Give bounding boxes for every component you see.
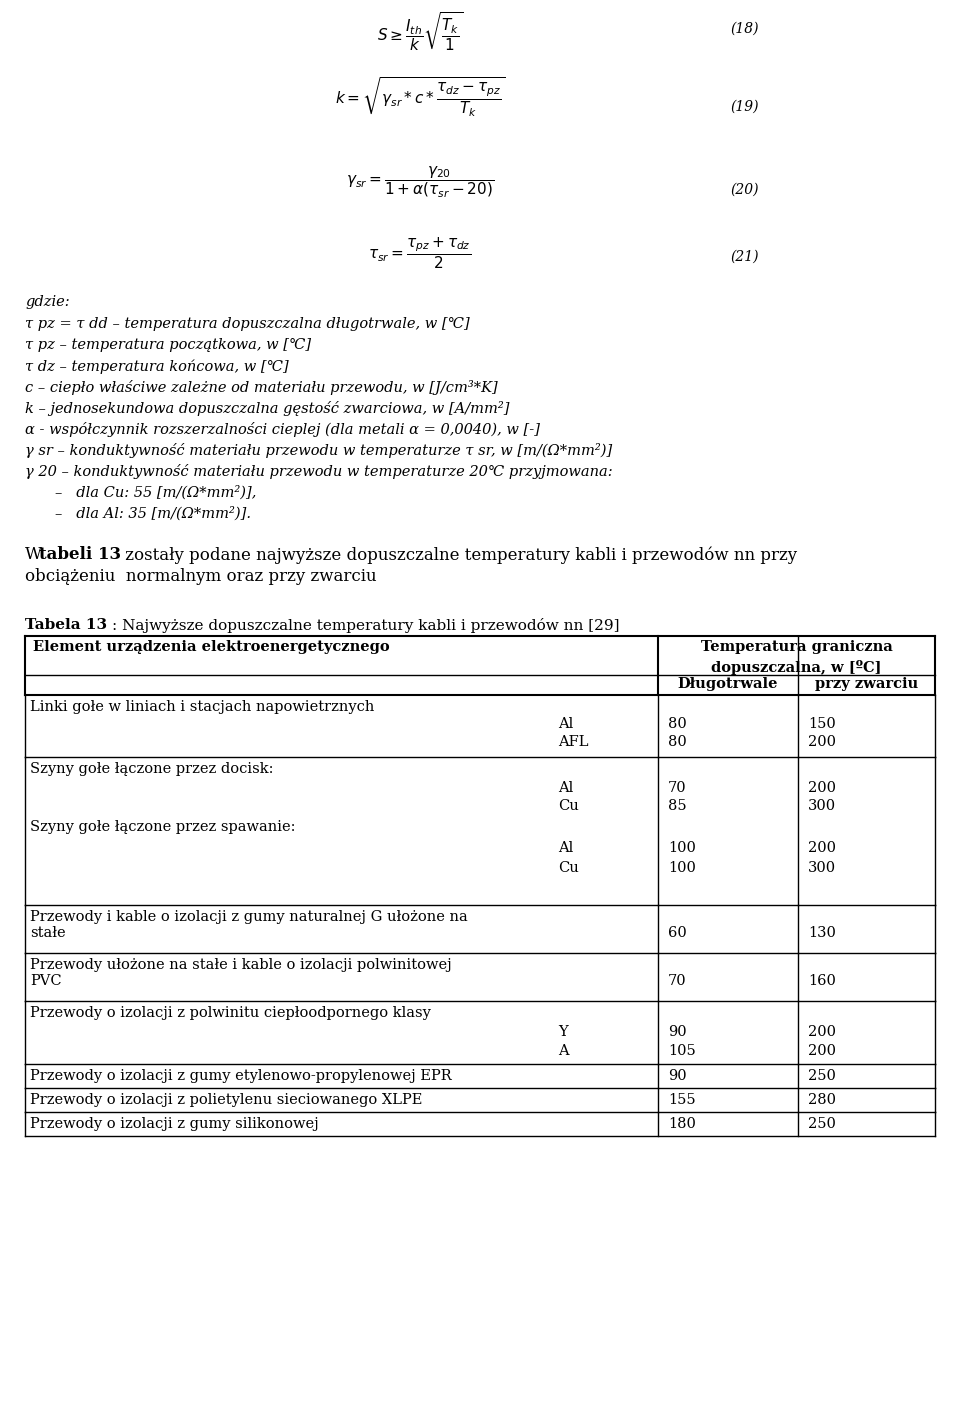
Text: (19): (19) [730,100,758,114]
Text: Linki gołe w liniach i stacjach napowietrznych: Linki gołe w liniach i stacjach napowiet… [30,700,374,714]
Text: 300: 300 [808,800,836,813]
Text: 200: 200 [808,1044,836,1058]
Text: Długotrwale: Długotrwale [678,677,779,691]
Text: Szyny gołe łączone przez docisk:: Szyny gołe łączone przez docisk: [30,763,274,775]
Text: 150: 150 [808,717,836,731]
Text: (18): (18) [730,21,758,36]
Text: Y: Y [558,1025,567,1040]
Text: zostały podane najwyższe dopuszczalne temperatury kabli i przewodów nn przy: zostały podane najwyższe dopuszczalne te… [120,545,797,564]
Text: γ 20 – konduktywność materiału przewodu w temperaturze 20℃ przyjmowana:: γ 20 – konduktywność materiału przewodu … [25,464,612,478]
Text: 200: 200 [808,781,836,795]
Text: 130: 130 [808,925,836,940]
Text: $S \geq \dfrac{I_{th}}{k}\sqrt{\dfrac{T_k}{1}}$: $S \geq \dfrac{I_{th}}{k}\sqrt{\dfrac{T_… [377,10,463,53]
Text: 300: 300 [808,861,836,875]
Text: Przewody o izolacji z gumy etylenowo-propylenowej EPR: Przewody o izolacji z gumy etylenowo-pro… [30,1070,451,1082]
Text: $\gamma_{sr} = \dfrac{\gamma_{20}}{1+\alpha(\tau_{sr}-20)}$: $\gamma_{sr} = \dfrac{\gamma_{20}}{1+\al… [346,166,494,200]
Text: 80: 80 [668,717,686,731]
Text: Cu: Cu [558,861,579,875]
Text: $k = \sqrt{\gamma_{sr}*c*\dfrac{\tau_{dz}-\tau_{pz}}{T_k}}$: $k = \sqrt{\gamma_{sr}*c*\dfrac{\tau_{dz… [335,76,505,119]
Text: k – jednosekundowa dopuszczalna gęstość zwarciowa, w [A/mm²]: k – jednosekundowa dopuszczalna gęstość … [25,401,510,416]
Text: α - współczynnik rozszerzalności cieplej (dla metali α = 0,0040), w [-]: α - współczynnik rozszerzalności cieplej… [25,423,540,437]
Text: 250: 250 [808,1117,836,1131]
Text: 180: 180 [668,1117,696,1131]
Text: τ pz – temperatura początkowa, w [℃]: τ pz – temperatura początkowa, w [℃] [25,338,311,353]
Text: Element urządzenia elektroenergetycznego: Element urządzenia elektroenergetycznego [33,640,390,654]
Text: Al: Al [558,841,573,855]
Text: 85: 85 [668,800,686,813]
Text: tabeli 13: tabeli 13 [39,545,121,563]
Text: Cu: Cu [558,800,579,813]
Text: obciążeniu  normalnym oraz przy zwarciu: obciążeniu normalnym oraz przy zwarciu [25,568,376,585]
Text: gdzie:: gdzie: [25,296,70,308]
Text: A: A [558,1044,568,1058]
Text: 60: 60 [668,925,686,940]
Text: Przewody o izolacji z gumy silikonowej: Przewody o izolacji z gumy silikonowej [30,1117,319,1131]
Text: dopuszczalna, w [ºC]: dopuszczalna, w [ºC] [711,660,881,675]
Text: –   dla Al: 35 [m/(Ω*mm²)].: – dla Al: 35 [m/(Ω*mm²)]. [55,506,251,520]
Text: Temperatura graniczna: Temperatura graniczna [701,640,893,654]
Text: Przewody o izolacji z polietylenu sieciowanego XLPE: Przewody o izolacji z polietylenu siecio… [30,1092,422,1107]
Text: 100: 100 [668,841,696,855]
Text: c – ciepło właściwe zależne od materiału przewodu, w [J/cm³*K]: c – ciepło właściwe zależne od materiału… [25,380,497,396]
Text: 155: 155 [668,1092,696,1107]
Text: 105: 105 [668,1044,696,1058]
Text: –   dla Cu: 55 [m/(Ω*mm²)],: – dla Cu: 55 [m/(Ω*mm²)], [55,486,256,500]
Text: 250: 250 [808,1070,836,1082]
Text: Przewody i kable o izolacji z gumy naturalnej G ułożone na: Przewody i kable o izolacji z gumy natur… [30,910,468,924]
Text: $\tau_{sr} = \dfrac{\tau_{pz}+\tau_{dz}}{2}$: $\tau_{sr} = \dfrac{\tau_{pz}+\tau_{dz}}… [369,236,471,270]
Text: τ dz – temperatura końcowa, w [℃]: τ dz – temperatura końcowa, w [℃] [25,358,289,374]
Text: 280: 280 [808,1092,836,1107]
Text: 90: 90 [668,1025,686,1040]
Text: przy zwarciu: przy zwarciu [815,677,918,691]
Text: 200: 200 [808,735,836,750]
Text: 90: 90 [668,1070,686,1082]
Text: : Najwyższe dopuszczalne temperatury kabli i przewodów nn [29]: : Najwyższe dopuszczalne temperatury kab… [112,618,619,633]
Text: 70: 70 [668,974,686,988]
Text: γ sr – konduktywność materiału przewodu w temperaturze τ sr, w [m/(Ω*mm²)]: γ sr – konduktywność materiału przewodu … [25,443,612,458]
Text: stałe: stałe [30,925,65,940]
Text: 80: 80 [668,735,686,750]
Text: Szyny gołe łączone przez spawanie:: Szyny gołe łączone przez spawanie: [30,820,296,834]
Text: W: W [25,545,47,563]
Text: 70: 70 [668,781,686,795]
Text: PVC: PVC [30,974,61,988]
Text: τ pz = τ dd – temperatura dopuszczalna długotrwale, w [℃]: τ pz = τ dd – temperatura dopuszczalna d… [25,317,469,331]
Text: Al: Al [558,717,573,731]
Text: (20): (20) [730,183,758,197]
Text: AFL: AFL [558,735,588,750]
Text: Przewody ułożone na stałe i kable o izolacji polwinitowej: Przewody ułożone na stałe i kable o izol… [30,958,452,972]
Text: 200: 200 [808,1025,836,1040]
Text: Przewody o izolacji z polwinitu ciepłoodpornego klasy: Przewody o izolacji z polwinitu ciepłood… [30,1005,431,1020]
Text: Tabela 13: Tabela 13 [25,618,108,633]
Text: 100: 100 [668,861,696,875]
Text: Al: Al [558,781,573,795]
Text: (21): (21) [730,250,758,264]
Text: 160: 160 [808,974,836,988]
Text: 200: 200 [808,841,836,855]
